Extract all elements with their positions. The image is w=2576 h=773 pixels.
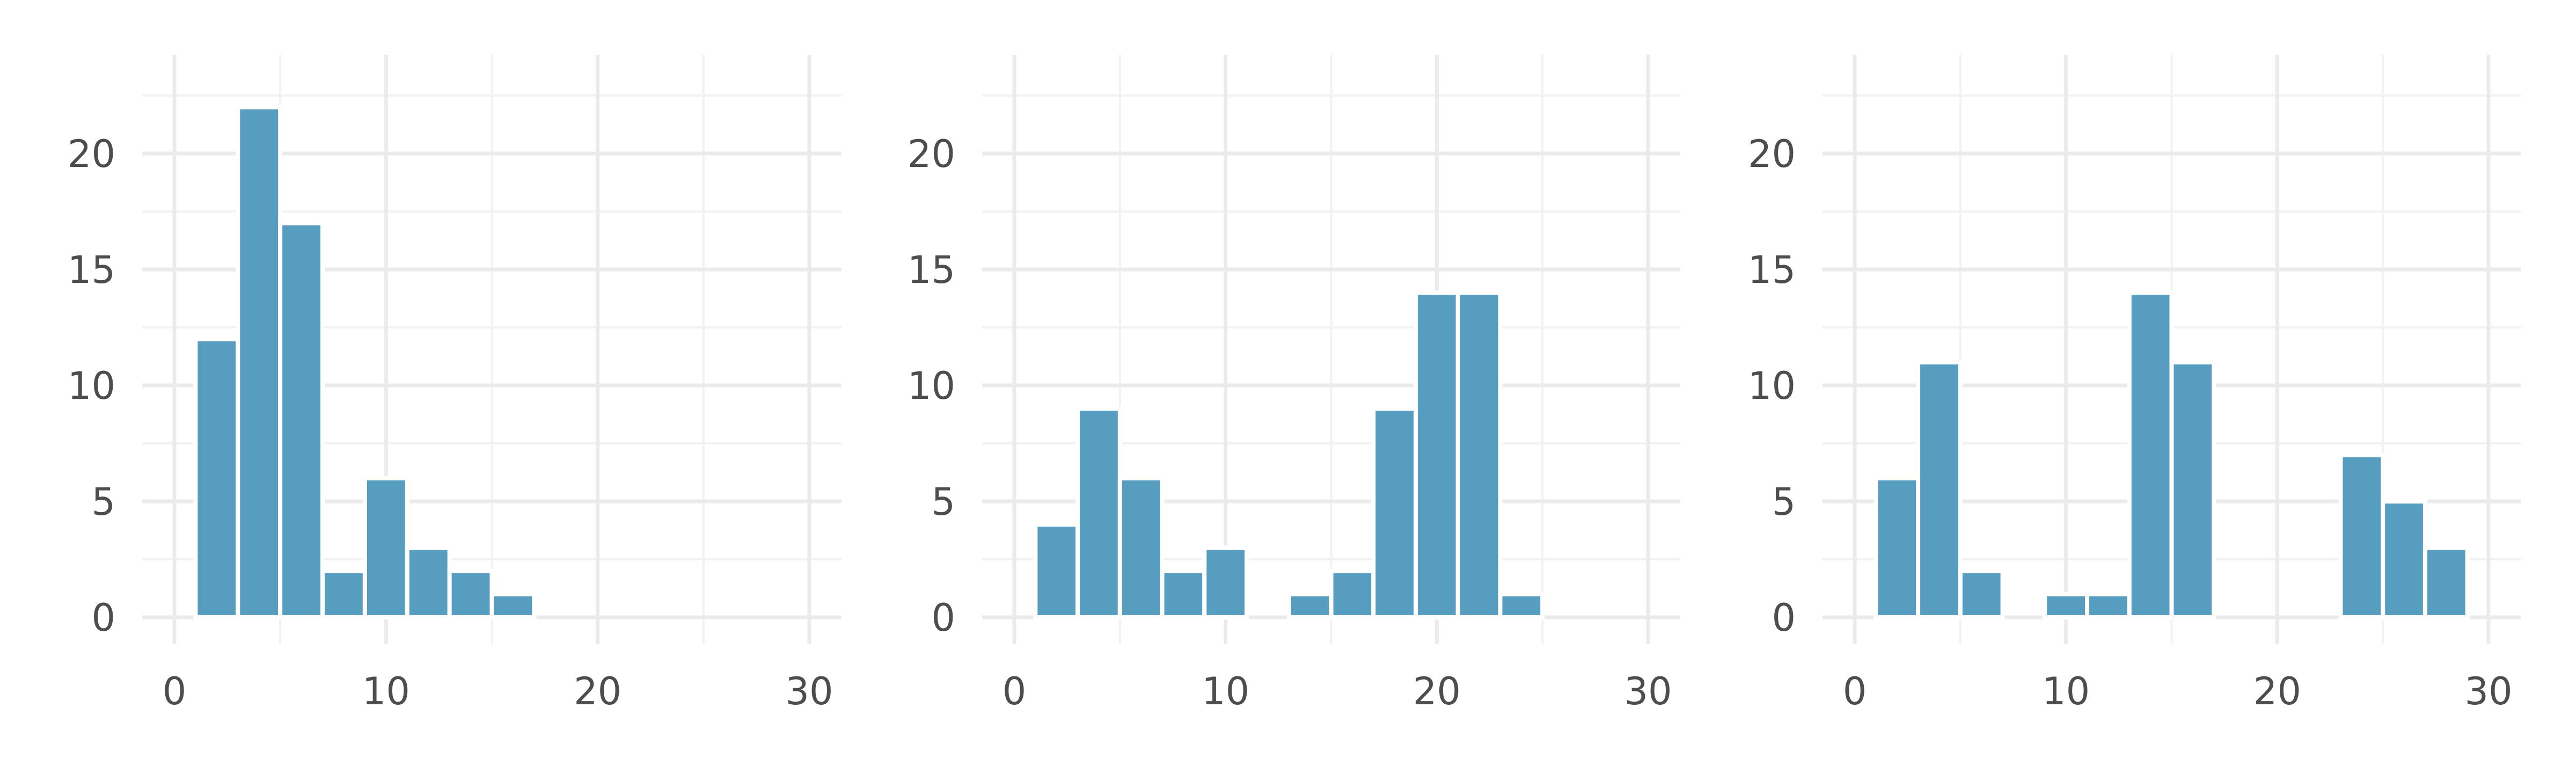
x-tick-label: 10 [362, 669, 410, 713]
histogram-bar [278, 221, 325, 620]
histogram-bar [1075, 406, 1122, 619]
tick-labels: 0 5 10 15 20 0 10 20 30 [68, 132, 833, 713]
histogram-bar [1413, 290, 1460, 619]
histogram-bar [2169, 360, 2216, 619]
histogram-bar [2043, 592, 2090, 620]
histogram-bar [1286, 592, 1334, 620]
y-tick-label: 15 [1748, 248, 1796, 292]
y-tick-label: 10 [908, 364, 955, 408]
x-tick-label: 20 [574, 669, 621, 713]
x-tick-label: 10 [2042, 669, 2090, 713]
x-tick-label: 0 [1002, 669, 1027, 713]
x-tick-label: 20 [1413, 669, 1461, 713]
histogram-bar [1033, 522, 1080, 620]
x-tick-label: 10 [1202, 669, 1249, 713]
x-tick-label: 0 [163, 669, 187, 713]
histogram-panel-1: 0 5 10 15 20 0 10 20 30 [68, 55, 841, 713]
tick-labels: 0 5 10 15 20 0 10 20 30 [908, 132, 1672, 713]
y-tick-label: 15 [908, 248, 955, 292]
histogram-bar [1202, 545, 1249, 620]
x-tick-label: 30 [2464, 669, 2512, 713]
y-tick-label: 5 [1772, 480, 1796, 524]
y-tick-label: 20 [68, 132, 115, 176]
bars [193, 105, 537, 620]
histogram-bar [1958, 568, 2005, 619]
histogram-bar [447, 568, 494, 619]
tick-labels: 0 5 10 15 20 0 10 20 30 [1748, 132, 2513, 713]
x-tick-label: 30 [785, 669, 833, 713]
histogram-bar [2127, 290, 2174, 619]
y-tick-label: 0 [931, 596, 955, 640]
y-tick-label: 0 [91, 596, 115, 640]
y-tick-label: 10 [1748, 364, 1796, 408]
histogram-bar [2085, 592, 2132, 620]
histogram-bar [362, 476, 409, 619]
histogram-panel-3: 0 5 10 15 20 0 10 20 30 [1748, 55, 2521, 713]
y-tick-label: 20 [1748, 132, 1796, 176]
bars [1033, 290, 1545, 620]
x-tick-label: 0 [1843, 669, 1867, 713]
histogram-bar [1329, 568, 1376, 619]
x-tick-label: 20 [2253, 669, 2301, 713]
x-tick-label: 30 [1624, 669, 1672, 713]
histogram-panels: 0 5 10 15 20 0 10 20 30 0 5 10 15 20 0 10 20 30 0 5 10 15 20 0 1… [68, 55, 2521, 713]
histogram-bar [2381, 499, 2427, 619]
histogram-bar [193, 337, 240, 619]
y-tick-label: 20 [908, 132, 955, 176]
y-tick-label: 5 [91, 480, 115, 524]
y-tick-label: 10 [68, 364, 115, 408]
histogram-panel-2: 0 5 10 15 20 0 10 20 30 [908, 55, 1680, 713]
y-tick-label: 5 [931, 480, 955, 524]
histogram-bar [405, 545, 452, 620]
histogram-bar [320, 568, 367, 619]
histogram-bar [1498, 592, 1545, 620]
histogram-bar [489, 592, 537, 620]
histogram-bar [1160, 568, 1207, 619]
histogram-bar [1916, 360, 1963, 619]
histogram-bar [2338, 453, 2385, 619]
histogram-bar [1874, 476, 1921, 619]
histogram-bar [236, 105, 283, 620]
y-tick-label: 15 [68, 248, 115, 292]
y-tick-label: 0 [1772, 596, 1796, 640]
bars [1874, 290, 2470, 620]
histogram-bar [1117, 476, 1165, 619]
histogram-bar [2423, 545, 2470, 620]
histogram-bar [1455, 290, 1503, 619]
histogram-bar [1371, 406, 1418, 619]
